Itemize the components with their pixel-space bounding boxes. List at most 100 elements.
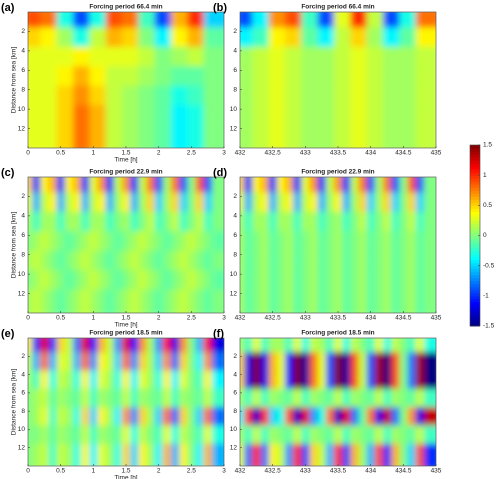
heatmap-cells xyxy=(240,12,436,148)
heatmap-cell xyxy=(211,289,224,313)
panel-title: Forcing period 22.9 min xyxy=(89,169,162,176)
colorbar-swatch xyxy=(470,214,480,218)
colorbar-swatch xyxy=(470,202,480,206)
heatmap-cell xyxy=(203,124,224,148)
colorbar-swatch xyxy=(470,253,480,258)
colorbar-swatch xyxy=(470,295,480,300)
x-tick-label: 432.5 xyxy=(265,468,282,475)
x-tick-label: 432 xyxy=(235,468,246,475)
colorbar-swatch xyxy=(470,190,480,194)
colorbar-swatch xyxy=(470,160,480,164)
x-tick-label: 0 xyxy=(26,315,30,322)
x-tick-label: 2 xyxy=(157,150,161,157)
heatmap xyxy=(28,177,224,313)
x-tick-label: 433 xyxy=(300,315,311,322)
colorbar-swatch xyxy=(470,319,480,324)
colorbar-swatch xyxy=(470,166,480,170)
x-tick-label: 0 xyxy=(26,468,30,475)
y-tick-label: 2 xyxy=(233,193,237,200)
panel-label: (d) xyxy=(213,167,227,179)
x-tick-label: 1 xyxy=(92,468,96,475)
x-tick-label: 1 xyxy=(92,315,96,322)
colorbar-swatch xyxy=(470,307,480,312)
y-tick-label: 12 xyxy=(18,125,26,132)
y-tick-label: 6 xyxy=(21,390,25,397)
panel-label: (f) xyxy=(213,328,224,340)
colorbar-swatch xyxy=(470,181,480,185)
y-tick-label: 4 xyxy=(21,213,25,220)
x-tick-label: 1.5 xyxy=(121,315,130,322)
colorbar-swatch xyxy=(470,151,480,155)
x-tick-label: 435 xyxy=(431,150,442,157)
y-tick-label: 2 xyxy=(233,353,237,360)
x-tick-label: 3 xyxy=(222,315,226,322)
x-axis-label: Time [h] xyxy=(114,322,137,329)
heatmap xyxy=(240,12,436,148)
colorbar-swatch xyxy=(470,298,480,303)
x-tick-label: 3 xyxy=(222,468,226,475)
colorbar-tick-label: 0 xyxy=(483,232,487,239)
colorbar-tick-label: 1 xyxy=(483,172,487,179)
y-tick-label: 4 xyxy=(233,213,237,220)
colorbar-swatch xyxy=(470,157,480,161)
y-tick-label: 10 xyxy=(18,271,26,278)
colorbar-swatch xyxy=(470,301,480,306)
y-tick-label: 8 xyxy=(21,408,25,415)
panel-title: Forcing period 18.5 min xyxy=(89,330,162,337)
x-tick-label: 434 xyxy=(365,150,376,157)
x-tick-label: 434 xyxy=(365,315,376,322)
panel-label: (c) xyxy=(1,167,15,179)
y-tick-label: 2 xyxy=(21,353,25,360)
x-tick-label: 432.5 xyxy=(265,315,282,322)
y-tick-label: 2 xyxy=(233,28,237,35)
y-tick-label: 12 xyxy=(230,125,238,132)
colorbar-swatch xyxy=(470,316,480,321)
y-tick-label: 4 xyxy=(233,48,237,55)
y-tick-label: 4 xyxy=(21,371,25,378)
colorbar-swatch xyxy=(470,271,480,276)
heatmap xyxy=(240,338,436,466)
colorbar-swatch xyxy=(470,274,480,279)
colorbar-swatch xyxy=(470,238,480,243)
colorbar-swatch xyxy=(470,163,480,167)
y-tick-label: 10 xyxy=(230,106,238,113)
y-tick-label: 6 xyxy=(233,67,237,74)
heatmap-cells xyxy=(240,338,436,466)
x-tick-label: 2.5 xyxy=(187,468,196,475)
y-tick-label: 12 xyxy=(230,290,238,297)
y-tick-label: 8 xyxy=(21,86,25,93)
colorbar-swatch xyxy=(470,145,480,149)
y-tick-label: 6 xyxy=(21,67,25,74)
colorbar-swatch xyxy=(470,259,480,264)
heatmap-cell xyxy=(423,443,436,466)
x-tick-label: 433.5 xyxy=(330,315,347,322)
x-tick-label: 435 xyxy=(431,468,442,475)
colorbar-tick-label: -0.5 xyxy=(483,262,495,269)
x-tick-label: 432.5 xyxy=(265,150,282,157)
colorbar-swatch xyxy=(470,280,480,285)
y-tick-label: 8 xyxy=(233,86,237,93)
colorbar-swatch xyxy=(470,313,480,318)
colorbar-swatch xyxy=(470,277,480,282)
x-axis-label: Time [h] xyxy=(114,157,137,164)
x-tick-label: 432 xyxy=(235,315,246,322)
x-tick-label: 2.5 xyxy=(187,315,196,322)
y-tick-label: 12 xyxy=(18,444,26,451)
y-tick-label: 10 xyxy=(18,106,26,113)
colorbar-swatch xyxy=(470,187,480,191)
colorbar-swatch xyxy=(470,223,480,227)
colorbar-swatch xyxy=(470,193,480,197)
y-axis-label: Distance from sea [km] xyxy=(11,47,18,114)
y-axis-label: Distance from sea [km] xyxy=(11,369,18,436)
x-tick-label: 433 xyxy=(300,468,311,475)
x-tick-label: 2.5 xyxy=(187,150,196,157)
y-tick-label: 12 xyxy=(230,444,238,451)
colorbar-tick-label: -1 xyxy=(483,293,489,300)
y-tick-label: 10 xyxy=(230,426,238,433)
panel-label: (a) xyxy=(1,2,15,14)
x-tick-label: 1.5 xyxy=(121,468,130,475)
colorbar-swatch xyxy=(470,232,480,236)
colorbar-swatch xyxy=(470,169,480,173)
colorbar-swatch xyxy=(470,286,480,291)
